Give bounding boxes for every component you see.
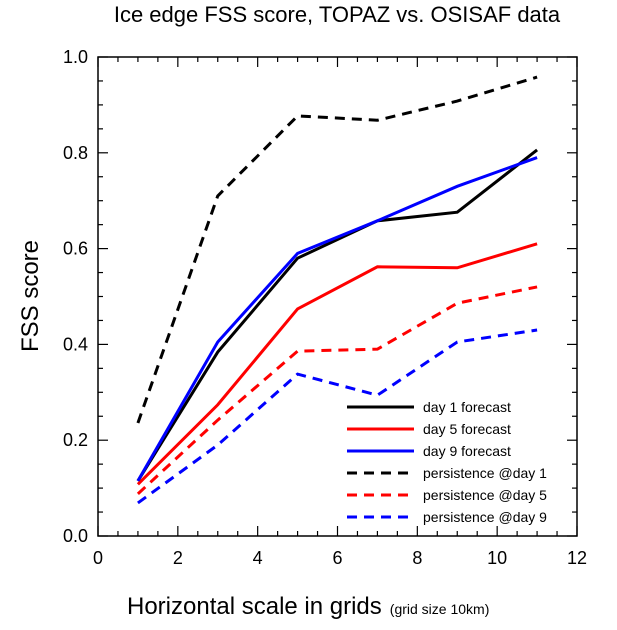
- series-lines: [136, 75, 539, 505]
- chart-title: Ice edge FSS score, TOPAZ vs. OSISAF dat…: [114, 2, 561, 27]
- axis-ticks: 0 2 4 6 8 10 12 0.0 0.2 0.4 0.6 0.8 1.0: [63, 47, 587, 568]
- series-line-persistence-day-9: [137, 328, 538, 505]
- x-tick-label: 8: [412, 548, 422, 568]
- y-axis-label: FSS score: [17, 240, 44, 352]
- series-line-day-1-forecast: [136, 148, 539, 482]
- x-axis-label-note: (grid size 10km): [390, 601, 490, 617]
- x-tick-label: 4: [253, 548, 263, 568]
- y-tick-label: 0.2: [63, 430, 88, 450]
- legend-label: day 9 forecast: [423, 443, 511, 459]
- series-line-persistence-day-1: [136, 75, 538, 424]
- legend-label: day 5 forecast: [423, 421, 511, 437]
- legend-label: persistence @day 9: [423, 509, 547, 525]
- legend-label: persistence @day 1: [423, 465, 547, 481]
- x-axis-label-main: Horizontal scale in grids: [127, 593, 382, 620]
- x-tick-label: 0: [93, 548, 103, 568]
- y-tick-label: 0.0: [63, 526, 88, 546]
- y-tick-label: 0.4: [63, 334, 88, 354]
- x-tick-label: 10: [487, 548, 507, 568]
- legend-label: persistence @day 5: [423, 487, 547, 503]
- series-line-day-5-forecast: [136, 242, 538, 486]
- series-line-persistence-day-5: [136, 285, 538, 495]
- series-line-day-9-forecast: [136, 156, 538, 482]
- legend: day 1 forecast day 5 forecast day 9 foreca…: [347, 399, 547, 525]
- y-tick-label: 0.8: [63, 143, 88, 163]
- legend-label: day 1 forecast: [423, 399, 511, 415]
- y-tick-label: 0.6: [63, 239, 88, 259]
- x-tick-label: 6: [332, 548, 342, 568]
- x-axis-label: Horizontal scale in grids (grid size 10km…: [127, 593, 489, 620]
- x-tick-label: 12: [567, 548, 587, 568]
- x-tick-label: 2: [173, 548, 183, 568]
- y-tick-label: 1.0: [63, 47, 88, 67]
